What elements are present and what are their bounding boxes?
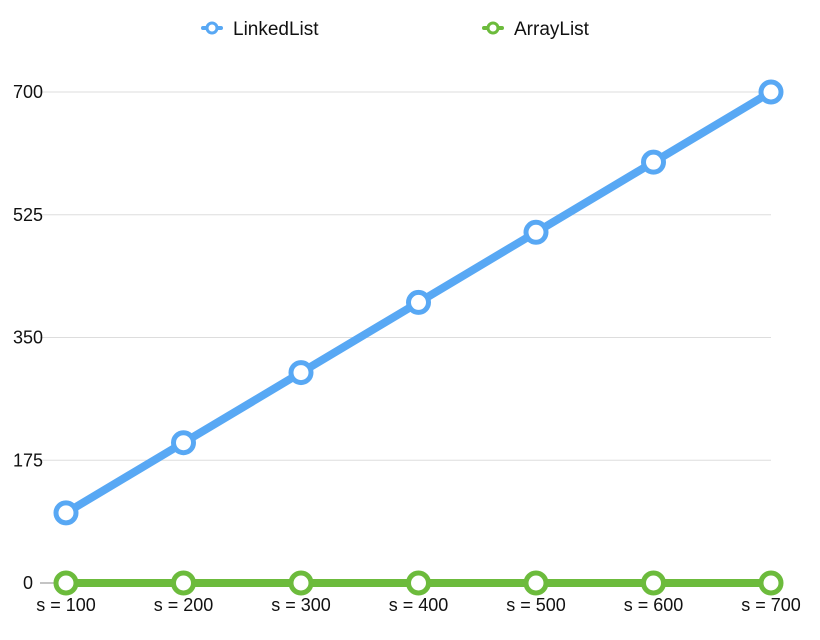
x-tick-label: s = 700 <box>741 595 801 615</box>
y-axis-ticks: 0 175 350 525 700 <box>13 82 43 593</box>
x-tick-label: s = 400 <box>389 595 449 615</box>
y-tick-label: 175 <box>13 450 43 470</box>
legend: LinkedList ArrayList <box>201 19 590 40</box>
legend-item-arraylist: ArrayList <box>482 19 590 40</box>
data-point-linkedlist <box>641 149 666 175</box>
data-point-linkedlist <box>406 289 431 315</box>
x-tick-label: s = 200 <box>154 595 214 615</box>
data-point-linkedlist <box>758 79 784 105</box>
data-point-arraylist <box>523 570 549 596</box>
data-point-arraylist <box>171 570 196 596</box>
data-point-linkedlist <box>53 500 79 526</box>
legend-label: ArrayList <box>514 19 590 40</box>
y-tick-label: 525 <box>13 205 43 225</box>
y-tick-label: 0 <box>23 573 33 593</box>
x-tick-label: s = 300 <box>271 595 331 615</box>
legend-swatch-marker <box>205 21 219 35</box>
data-point-linkedlist <box>288 360 314 386</box>
data-point-arraylist <box>406 570 431 596</box>
series-points <box>53 79 784 596</box>
x-tick-label: s = 500 <box>506 595 566 615</box>
data-point-arraylist <box>53 570 79 596</box>
legend-label: LinkedList <box>233 19 319 40</box>
x-axis-ticks: s = 100 s = 200 s = 300 s = 400 s = 500 s = 6… <box>36 595 801 615</box>
y-tick-label: 700 <box>13 82 43 102</box>
y-tick-label: 350 <box>13 328 43 348</box>
legend-item-linkedlist: LinkedList <box>201 19 319 40</box>
data-point-arraylist <box>641 570 666 596</box>
data-point-arraylist <box>288 570 314 596</box>
x-tick-label: s = 600 <box>624 595 684 615</box>
data-point-linkedlist <box>171 430 196 456</box>
x-tick-label: s = 100 <box>36 595 96 615</box>
data-point-arraylist <box>758 570 784 596</box>
legend-swatch-marker <box>486 21 500 35</box>
data-point-linkedlist <box>523 219 549 245</box>
